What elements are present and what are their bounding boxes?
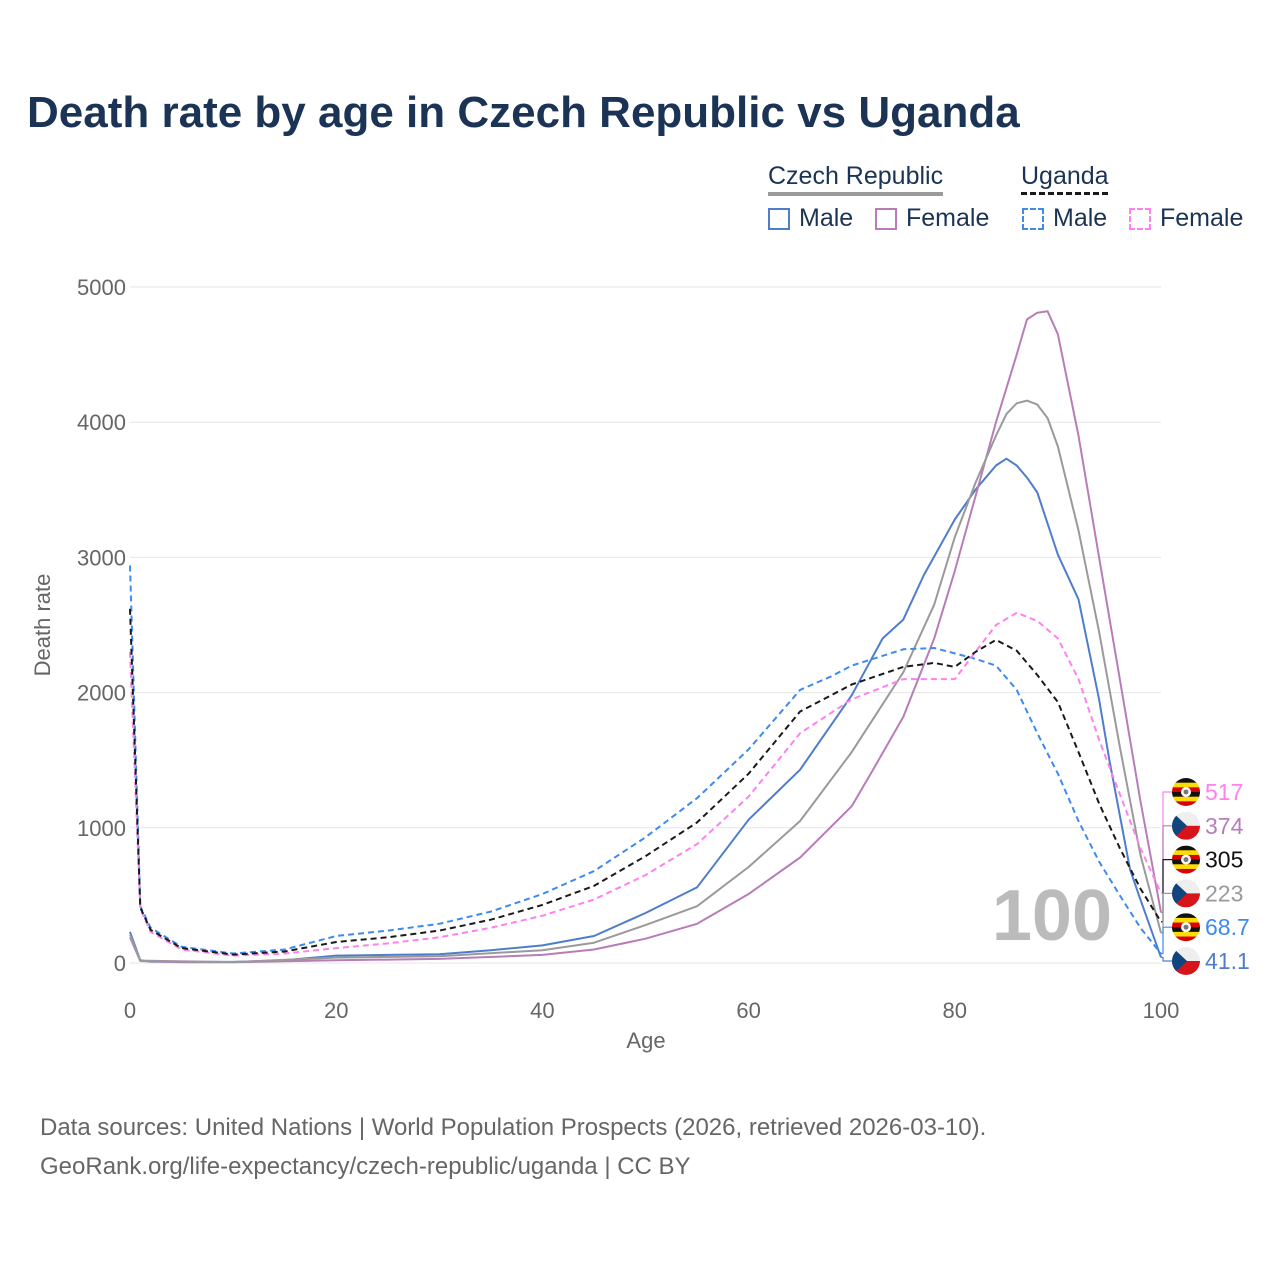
flag-stripe — [1172, 782, 1200, 788]
legend-label-czech-female[interactable]: Female — [906, 204, 990, 232]
legend-label-uganda-female[interactable]: Female — [1160, 204, 1244, 232]
flag-stripe — [1172, 845, 1200, 851]
flag-triangle — [1172, 947, 1187, 975]
flag-stripe — [1172, 868, 1200, 874]
flag-crane — [1183, 857, 1189, 863]
end-value-label: 305 — [1205, 847, 1243, 873]
flag-crane — [1183, 924, 1189, 930]
y-tick-label: 4000 — [77, 410, 126, 435]
legend-label-czech-male[interactable]: Male — [799, 204, 854, 232]
footer: Data sources: United Nations | World Pop… — [40, 1108, 986, 1186]
flag-stripe — [1172, 917, 1200, 924]
chart-title: Death rate by age in Czech Republic vs U… — [27, 88, 1020, 137]
legend-group-czech[interactable]: Czech Republic — [768, 162, 944, 190]
flag-stripe — [1172, 936, 1200, 942]
y-tick-label: 0 — [114, 951, 126, 976]
x-tick-label: 60 — [736, 998, 760, 1023]
flag-body — [1172, 845, 1200, 874]
age-marker: 100 — [992, 876, 1112, 956]
flag-stripe — [1172, 801, 1200, 806]
y-tick-label: 2000 — [77, 681, 126, 706]
end-value-label: 68.7 — [1205, 914, 1250, 940]
flag-body — [1172, 913, 1200, 942]
y-tick-label: 3000 — [77, 545, 126, 570]
flag-body — [1172, 947, 1200, 975]
flag-body — [1172, 778, 1200, 806]
flag-crane — [1183, 789, 1189, 795]
end-label-connector — [1161, 926, 1172, 955]
footer-link[interactable]: GeoRank.org/life-expectancy/czech-republ… — [40, 1153, 691, 1180]
flag-stripe — [1172, 913, 1200, 919]
flag-stripe — [1172, 864, 1200, 870]
end-label-connector — [1161, 892, 1172, 934]
uganda-flag-icon — [1172, 778, 1200, 806]
y-axis-label: Death rate — [30, 574, 55, 677]
end-label-connector — [1161, 956, 1172, 962]
flag-triangle — [1172, 811, 1187, 840]
series-line-uganda — [129, 608, 1162, 956]
end-value-label: 517 — [1205, 779, 1243, 805]
flag-stripe — [1172, 796, 1200, 802]
end-value-label: 374 — [1205, 813, 1244, 839]
series-line-czech-republic-female — [129, 310, 1162, 964]
uganda-flag-icon — [1172, 845, 1200, 874]
series-line-uganda-male — [129, 565, 1162, 955]
series-line-uganda-female — [129, 611, 1162, 957]
footer-sources: Data sources: United Nations | World Pop… — [40, 1114, 987, 1141]
end-label-connector — [1161, 859, 1172, 923]
series-line-czech-republic — [129, 399, 1162, 964]
x-axis-label: Age — [626, 1028, 665, 1053]
legend-swatch-uganda-female[interactable] — [1129, 208, 1151, 230]
x-tick-label: 40 — [530, 998, 554, 1023]
x-tick-label: 20 — [324, 998, 348, 1023]
flag-stripe — [1172, 931, 1200, 938]
flag-stripe — [1172, 778, 1200, 784]
flag-triangle — [1172, 879, 1187, 908]
legend-swatch-uganda-male[interactable] — [1022, 208, 1044, 230]
czech-flag-icon — [1172, 947, 1200, 975]
czech-flag-icon — [1172, 879, 1200, 908]
uganda-flag-icon — [1172, 913, 1200, 942]
czech-flag-icon — [1172, 811, 1200, 840]
end-value-label: 223 — [1205, 880, 1243, 906]
x-tick-label: 80 — [943, 998, 967, 1023]
y-tick-label: 5000 — [77, 275, 126, 300]
end-value-label: 41.1 — [1205, 948, 1250, 974]
legend-czech-underline — [768, 192, 943, 196]
x-tick-label: 100 — [1143, 998, 1180, 1023]
x-tick-label: 0 — [124, 998, 136, 1023]
legend-uganda-underline — [1021, 192, 1108, 195]
flag-stripe — [1172, 850, 1200, 856]
y-tick-label: 1000 — [77, 816, 126, 841]
legend-label-uganda-male[interactable]: Male — [1053, 204, 1108, 232]
legend-swatch-czech-male[interactable] — [768, 208, 790, 230]
flag-body — [1172, 879, 1200, 908]
legend-group-uganda[interactable]: Uganda — [1021, 162, 1109, 190]
legend-swatch-czech-female[interactable] — [875, 208, 897, 230]
flag-body — [1172, 811, 1200, 840]
